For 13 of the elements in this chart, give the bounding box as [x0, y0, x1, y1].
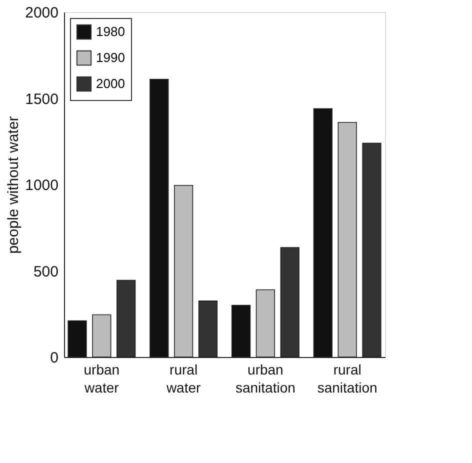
- y-tick-label: 2000: [25, 4, 58, 22]
- x-tick-label: urban sanitation: [235, 362, 296, 396]
- y-tick-label: 500: [33, 263, 58, 280]
- y-axis-title: people without water: [5, 116, 22, 254]
- legend-label: 2000: [96, 76, 125, 91]
- y-tick-label: 1500: [25, 90, 58, 108]
- legend-label: 1980: [96, 24, 125, 39]
- x-tick-label: rural sanitation: [317, 362, 378, 396]
- y-tick-label: 1000: [25, 177, 58, 194]
- x-tick-label: urban water: [84, 362, 120, 396]
- y-tick-label: 0: [50, 350, 58, 366]
- x-tick-label: rural water: [165, 362, 202, 396]
- legend-label: 1990: [96, 50, 125, 65]
